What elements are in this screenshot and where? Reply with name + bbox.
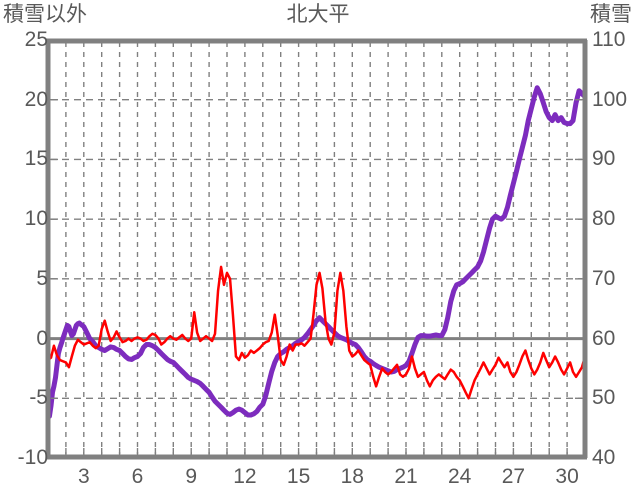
right-axis-title: 積雪: [590, 3, 632, 26]
chart-title: 北大平: [286, 3, 350, 26]
y-axis-tick-label: -10: [17, 446, 48, 469]
x-axis-tick-label: 9: [185, 465, 198, 488]
series-line-2: [46, 265, 587, 400]
y-axis-tick-label: 25: [24, 28, 48, 51]
y2-axis-tick-label: 80: [592, 207, 616, 231]
y2-axis-tick-label: 40: [592, 446, 616, 469]
x-axis-tick-label: 3: [77, 465, 90, 488]
y-axis-tick-label: 0: [36, 326, 48, 350]
plot-background: [48, 40, 585, 458]
series-line-1: [45, 85, 588, 420]
y2-axis-tick-label: 110: [592, 28, 626, 51]
series-layer: [45, 85, 588, 420]
y2-axis-tick-label: 60: [592, 326, 616, 350]
x-axis-tick-label: 21: [394, 465, 418, 488]
x-axis-tick-label: 27: [501, 465, 526, 488]
y-axis-tick-label: 15: [24, 147, 48, 171]
y-axis-tick-label: 20: [24, 87, 48, 111]
y-axis-tick-label: -5: [29, 386, 48, 410]
x-axis-tick-label: 12: [233, 465, 257, 488]
x-axis-tick-label: 6: [131, 465, 144, 488]
x-axis-tick-label: 15: [286, 465, 311, 488]
x-axis-tick-label: 30: [555, 465, 579, 488]
vertical-gridlines: [65, 42, 568, 456]
y2-axis-tick-label: 50: [592, 386, 616, 410]
y-axis-tick-label: 5: [36, 266, 48, 290]
x-axis-tick-label: 24: [448, 465, 472, 488]
y2-axis-tick-label: 90: [592, 147, 616, 171]
y2-axis-tick-label: 70: [592, 266, 616, 290]
y2-axis-tick-label: 100: [592, 87, 628, 111]
plot-frame: [45, 38, 588, 460]
axis-ticks: [51, 99, 582, 454]
left-axis-title: 積雪以外: [3, 3, 87, 26]
y-axis-tick-label: 10: [24, 207, 48, 231]
x-axis-tick-label: 18: [340, 465, 364, 488]
